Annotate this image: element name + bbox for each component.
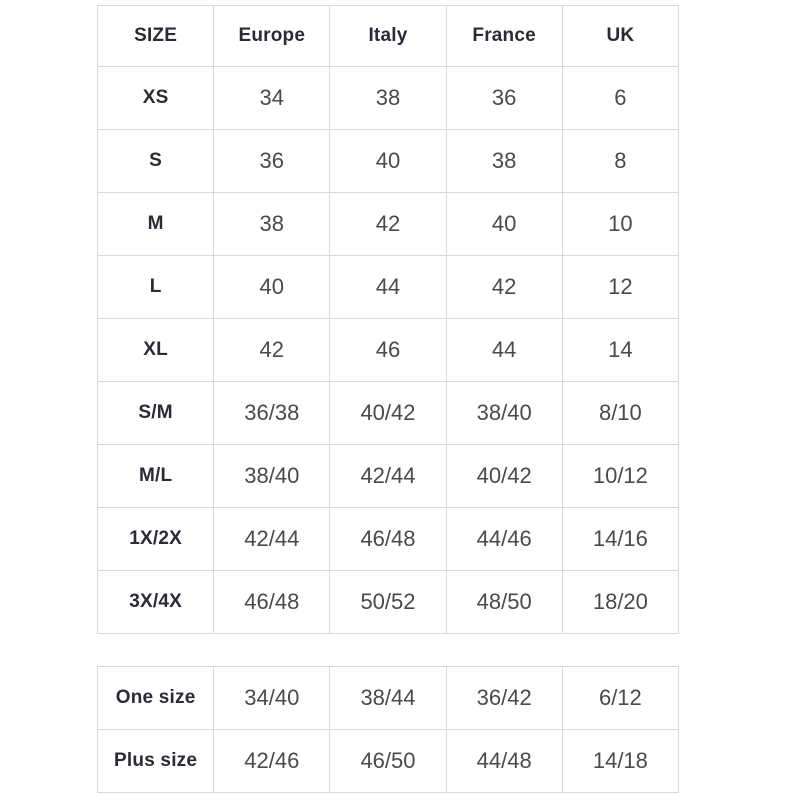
size-value-cell: 14 [561,318,680,382]
size-value-cell: 42/44 [329,444,447,508]
size-label-cell: M/L [96,444,215,508]
size-value-cell: 8/10 [561,381,680,445]
size-value-cell: 6 [561,66,680,130]
table-row: S 36 40 38 8 [96,129,680,193]
size-label-cell: L [96,255,215,319]
size-value-cell: 44/46 [445,507,563,571]
size-value-cell: 38/40 [213,444,331,508]
size-label-cell: Plus size [96,729,215,793]
size-value-cell: 38 [445,129,563,193]
size-value-cell: 12 [561,255,680,319]
column-header: Europe [213,5,331,67]
size-label-cell: S [96,129,215,193]
size-value-cell: 44/48 [445,729,563,793]
size-value-cell: 50/52 [329,570,447,634]
table-row: Plus size 42/46 46/50 44/48 14/18 [96,729,680,793]
size-value-cell: 46/48 [213,570,331,634]
size-value-cell: 36 [213,129,331,193]
size-value-cell: 8 [561,129,680,193]
header-row: SIZE Europe Italy France UK [96,5,680,67]
column-header: SIZE [96,5,215,67]
size-value-cell: 48/50 [445,570,563,634]
size-label-cell: XS [96,66,215,130]
size-value-cell: 42 [213,318,331,382]
size-conversion-table: SIZE Europe Italy France UK XS 34 38 36 6 S 36 40 38 8… [96,5,680,634]
size-value-cell: 38/40 [445,381,563,445]
size-value-cell: 34 [213,66,331,130]
size-label-cell: 3X/4X [96,570,215,634]
size-value-cell: 42/44 [213,507,331,571]
table-row: XL 42 46 44 14 [96,318,680,382]
column-header: France [445,5,563,67]
size-value-cell: 38 [213,192,331,256]
table-row: M 38 42 40 10 [96,192,680,256]
size-label-cell: 1X/2X [96,507,215,571]
table-row: 1X/2X 42/44 46/48 44/46 14/16 [96,507,680,571]
size-value-cell: 40/42 [329,381,447,445]
table-row: S/M 36/38 40/42 38/40 8/10 [96,381,680,445]
size-value-cell: 6/12 [561,666,680,730]
size-value-cell: 40 [213,255,331,319]
size-label-cell: M [96,192,215,256]
table-row: 3X/4X 46/48 50/52 48/50 18/20 [96,570,680,634]
size-value-cell: 36/38 [213,381,331,445]
table-row: L 40 44 42 12 [96,255,680,319]
size-value-cell: 42 [445,255,563,319]
size-guide-page: SIZE Europe Italy France UK XS 34 38 36 6 S 36 40 38 8… [96,5,680,793]
size-value-cell: 46/50 [329,729,447,793]
size-label-cell: S/M [96,381,215,445]
size-value-cell: 10 [561,192,680,256]
size-value-cell: 44 [445,318,563,382]
size-value-cell: 40/42 [445,444,563,508]
size-value-cell: 36 [445,66,563,130]
size-label-cell: One size [96,666,215,730]
size-value-cell: 38/44 [329,666,447,730]
size-value-cell: 38 [329,66,447,130]
size-value-cell: 42/46 [213,729,331,793]
column-header: UK [561,5,680,67]
size-value-cell: 46/48 [329,507,447,571]
size-value-cell: 40 [445,192,563,256]
size-value-cell: 36/42 [445,666,563,730]
size-value-cell: 44 [329,255,447,319]
size-value-cell: 14/18 [561,729,680,793]
size-label-cell: XL [96,318,215,382]
table-row: XS 34 38 36 6 [96,66,680,130]
size-value-cell: 42 [329,192,447,256]
size-value-cell: 10/12 [561,444,680,508]
size-value-cell: 14/16 [561,507,680,571]
size-value-cell: 18/20 [561,570,680,634]
table-row: M/L 38/40 42/44 40/42 10/12 [96,444,680,508]
column-header: Italy [329,5,447,67]
size-value-cell: 40 [329,129,447,193]
size-value-cell: 46 [329,318,447,382]
table-row: One size 34/40 38/44 36/42 6/12 [96,666,680,730]
one-size-plus-size-table: One size 34/40 38/44 36/42 6/12 Plus size 42/4… [96,666,680,793]
size-value-cell: 34/40 [213,666,331,730]
